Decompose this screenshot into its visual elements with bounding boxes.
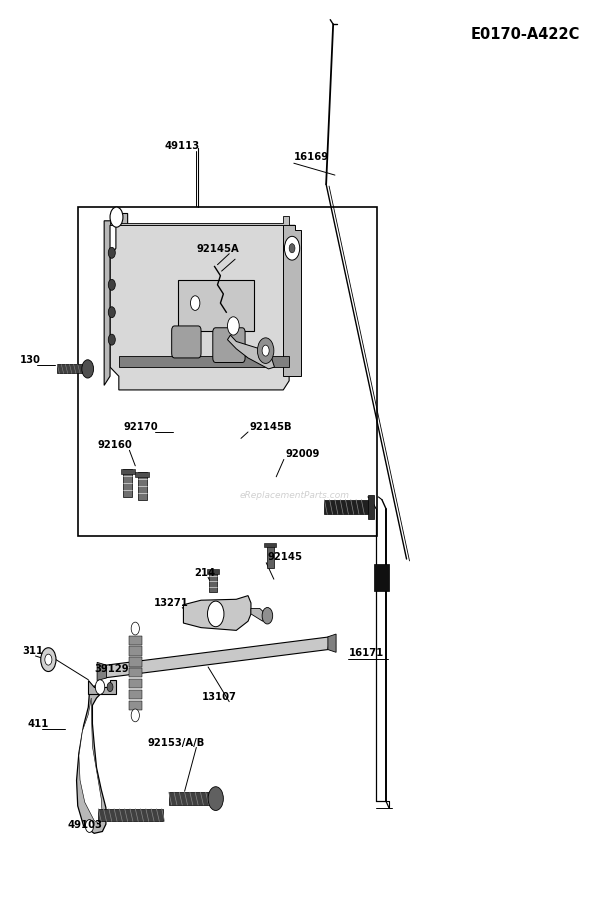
Circle shape (107, 682, 113, 691)
Polygon shape (207, 569, 219, 574)
FancyBboxPatch shape (172, 326, 201, 358)
Polygon shape (129, 646, 142, 656)
Circle shape (45, 654, 52, 665)
Polygon shape (129, 690, 142, 699)
Circle shape (191, 296, 200, 310)
Polygon shape (137, 472, 147, 500)
Polygon shape (77, 685, 106, 834)
Text: 214: 214 (194, 568, 215, 578)
Circle shape (110, 207, 123, 227)
Circle shape (262, 608, 273, 624)
Circle shape (96, 679, 105, 694)
Polygon shape (183, 596, 251, 630)
Circle shape (262, 345, 269, 356)
Text: 311: 311 (22, 646, 43, 657)
Polygon shape (123, 470, 132, 497)
Polygon shape (135, 472, 149, 477)
Circle shape (257, 337, 274, 363)
Text: 92009: 92009 (285, 448, 319, 458)
Circle shape (289, 244, 295, 253)
Circle shape (131, 709, 139, 722)
Text: 16171: 16171 (349, 648, 384, 658)
Polygon shape (110, 216, 289, 226)
Polygon shape (267, 546, 274, 569)
Polygon shape (129, 701, 142, 710)
Polygon shape (228, 335, 274, 369)
Polygon shape (88, 679, 116, 694)
Circle shape (284, 237, 300, 260)
Text: 13107: 13107 (202, 691, 237, 702)
Polygon shape (104, 636, 330, 678)
Polygon shape (120, 470, 135, 474)
Polygon shape (119, 356, 289, 367)
Circle shape (208, 602, 224, 626)
Text: 92145B: 92145B (249, 422, 291, 432)
Polygon shape (324, 500, 368, 514)
Text: 16169: 16169 (294, 152, 329, 162)
Polygon shape (129, 657, 142, 667)
Text: 92170: 92170 (123, 422, 158, 432)
Circle shape (228, 316, 239, 335)
Polygon shape (110, 226, 295, 390)
Polygon shape (169, 792, 210, 805)
Circle shape (208, 787, 224, 811)
Polygon shape (79, 698, 103, 824)
Text: 49113: 49113 (165, 141, 200, 151)
Text: 49103: 49103 (67, 820, 102, 830)
Circle shape (82, 359, 94, 378)
Circle shape (86, 820, 94, 833)
Circle shape (108, 248, 115, 259)
Polygon shape (251, 609, 266, 621)
Bar (78, 207, 377, 536)
Polygon shape (264, 543, 276, 547)
Text: 92145A: 92145A (196, 244, 239, 254)
Circle shape (108, 280, 115, 291)
Text: 39129: 39129 (94, 664, 129, 673)
FancyBboxPatch shape (213, 327, 245, 362)
Circle shape (131, 622, 139, 635)
Polygon shape (129, 668, 142, 678)
Text: 130: 130 (20, 356, 41, 365)
Text: 92153/A/B: 92153/A/B (147, 737, 204, 747)
Polygon shape (104, 214, 127, 385)
Polygon shape (209, 572, 217, 592)
Text: 13271: 13271 (154, 598, 189, 608)
Text: 92145: 92145 (267, 552, 303, 562)
Polygon shape (129, 635, 142, 645)
Polygon shape (374, 564, 389, 591)
Polygon shape (99, 809, 163, 822)
Polygon shape (328, 634, 336, 652)
Text: E0170-A422C: E0170-A422C (470, 27, 580, 42)
Polygon shape (178, 281, 254, 330)
Polygon shape (129, 679, 142, 689)
Circle shape (108, 307, 115, 317)
Polygon shape (57, 364, 82, 373)
Text: eReplacementParts.com: eReplacementParts.com (240, 491, 350, 500)
Polygon shape (97, 662, 107, 680)
Text: 411: 411 (28, 719, 49, 729)
Circle shape (108, 334, 115, 345)
Circle shape (41, 647, 56, 671)
Text: 92160: 92160 (97, 440, 132, 450)
Polygon shape (368, 495, 374, 519)
Polygon shape (283, 226, 301, 376)
